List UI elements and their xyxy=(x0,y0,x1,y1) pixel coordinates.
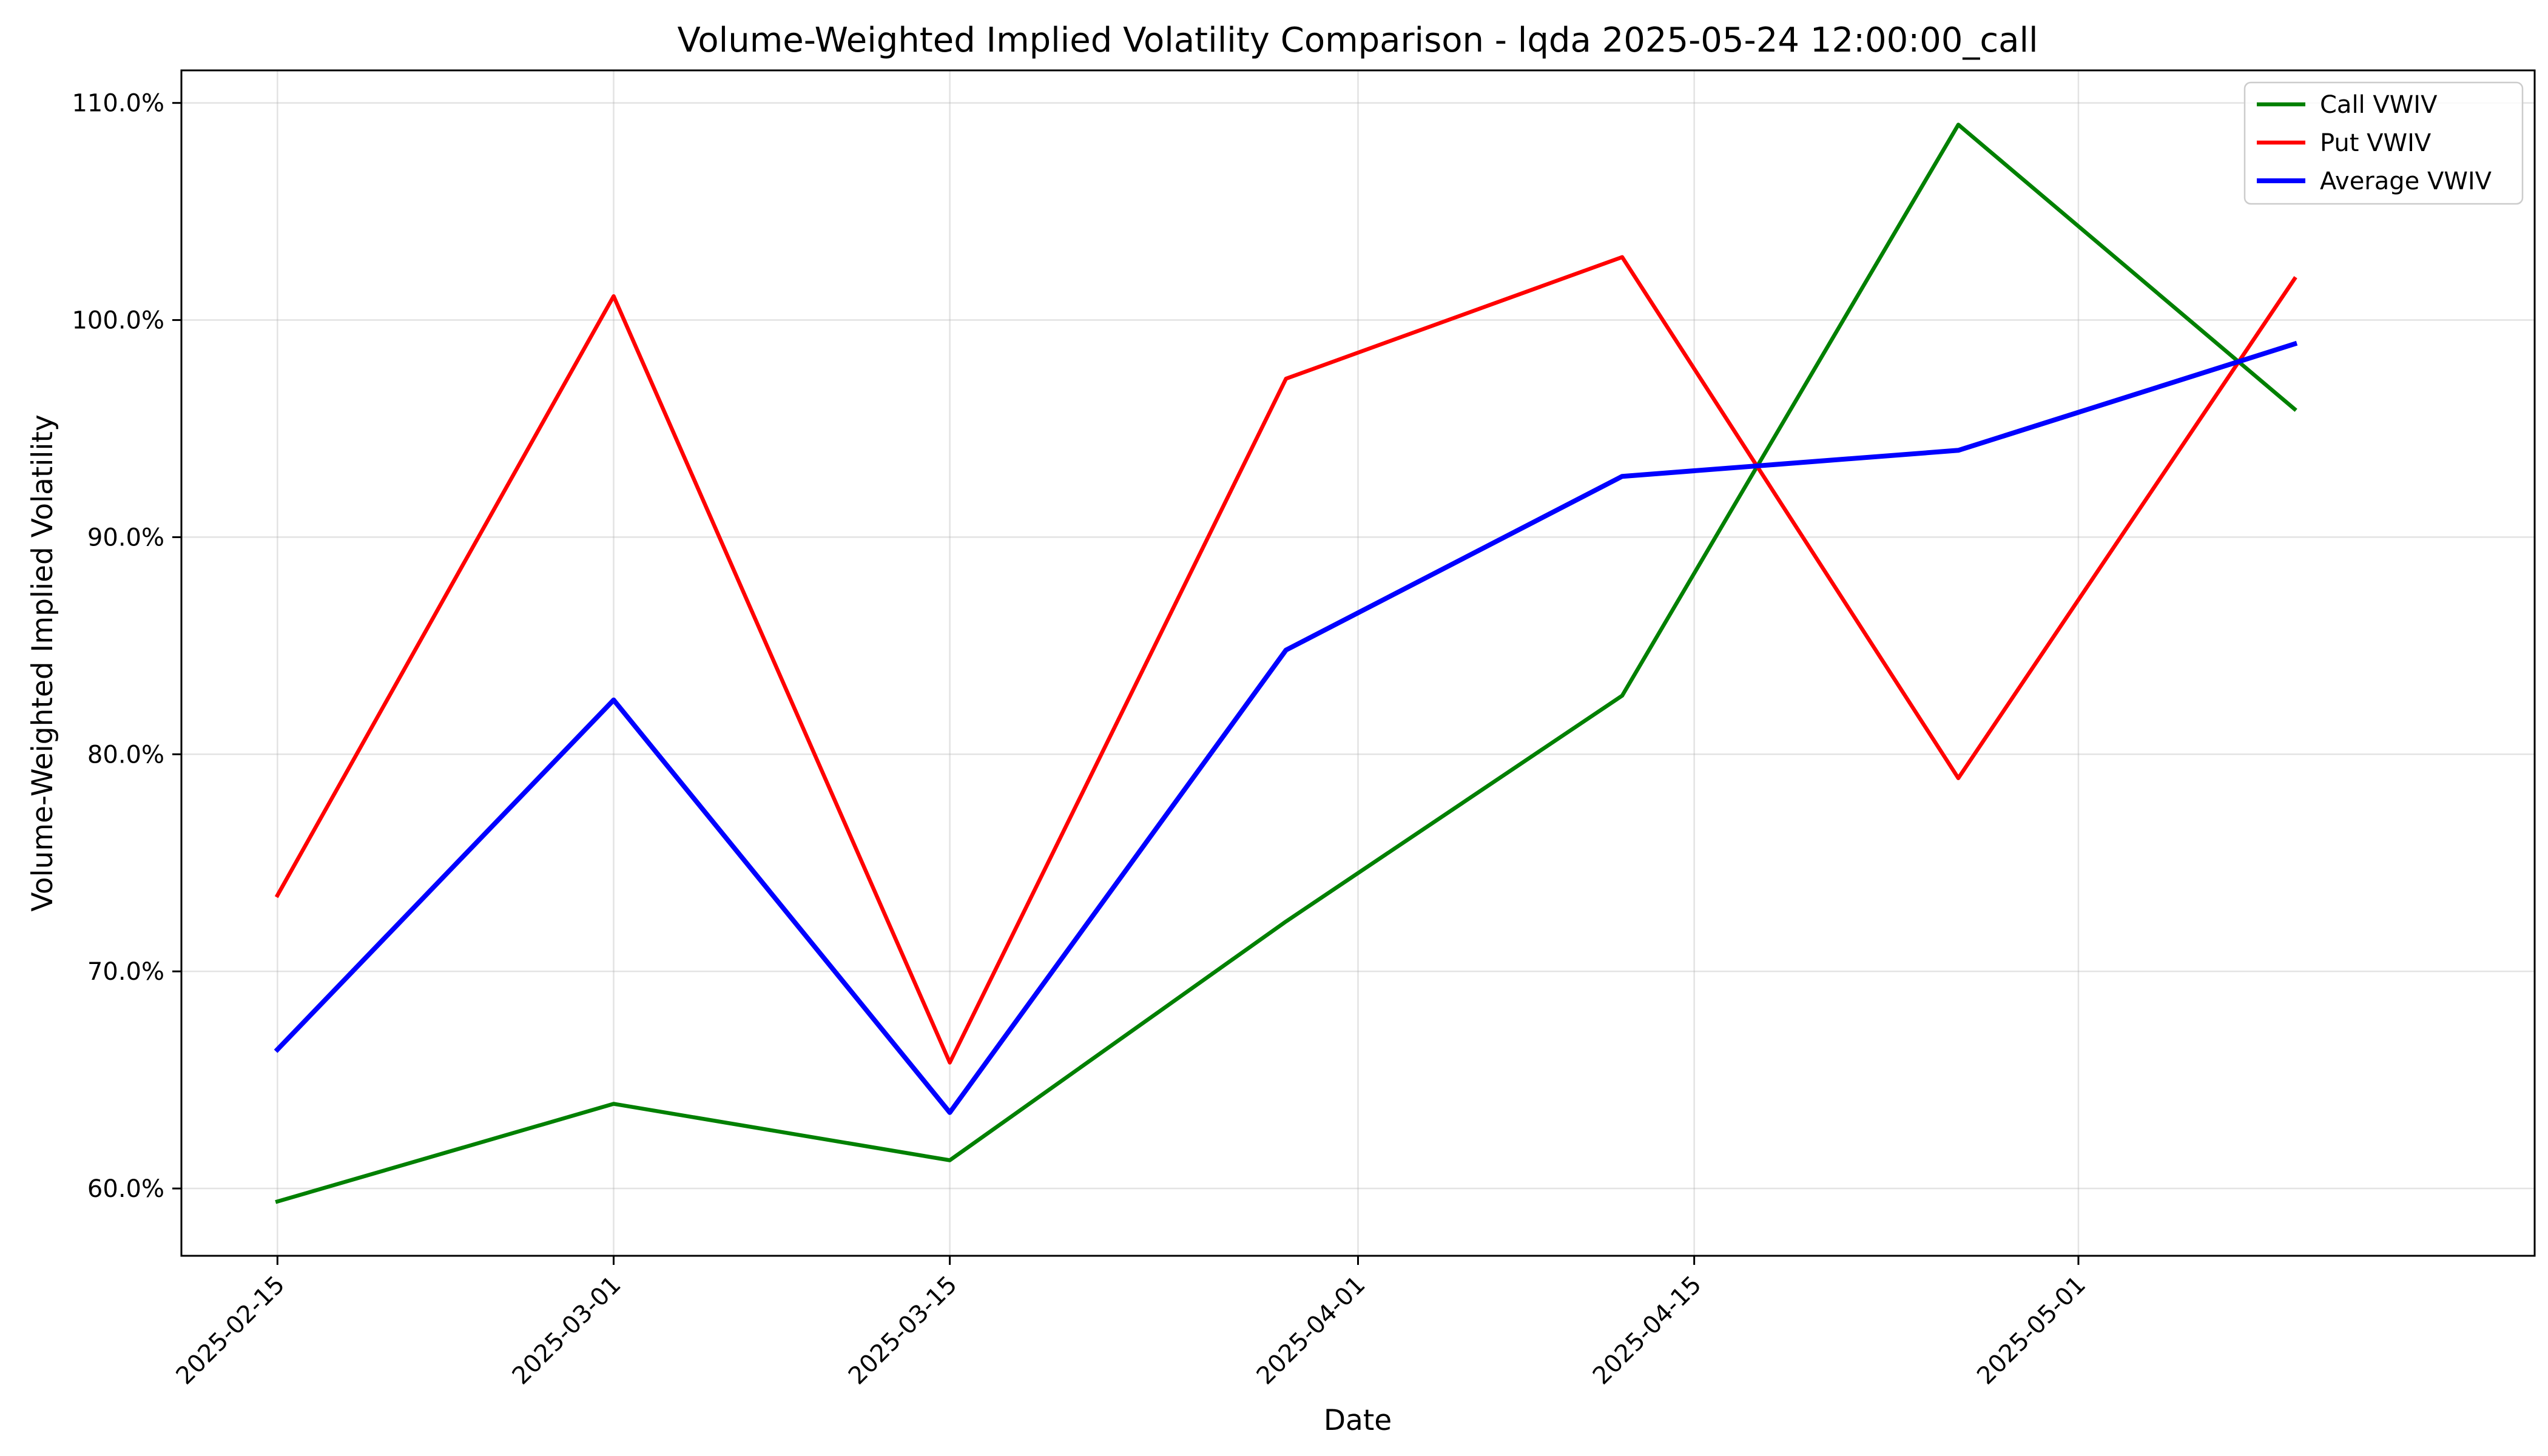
series-line-put-vwiv xyxy=(274,255,2297,1065)
legend: Call VWIV Put VWIV Average VWIV xyxy=(2243,81,2524,205)
y-axis-label: Volume-Weighted Implied Volatility xyxy=(26,414,59,912)
grid xyxy=(181,70,2535,1256)
y-tick-label: 110.0% xyxy=(72,90,164,118)
x-tick-label: 2025-05-01 xyxy=(1972,1271,2091,1390)
x-tick-label: 2025-04-15 xyxy=(1588,1271,1707,1390)
legend-label-put-vwiv: Put VWIV xyxy=(2320,129,2432,157)
legend-label-average-vwiv: Average VWIV xyxy=(2320,167,2492,195)
x-tick-label: 2025-02-15 xyxy=(170,1271,290,1390)
series-line-average-vwiv xyxy=(274,340,2298,1115)
y-tick-label: 60.0% xyxy=(87,1175,164,1203)
x-axis-ticks: 2025-02-15 2025-03-01 2025-03-15 2025-04-01… xyxy=(170,1256,2091,1390)
x-tick-label: 2025-03-15 xyxy=(843,1271,963,1390)
series-line-call-vwiv xyxy=(275,123,2297,1204)
y-tick-label: 70.0% xyxy=(87,958,164,986)
y-tick-label: 80.0% xyxy=(87,741,164,769)
y-tick-label: 100.0% xyxy=(72,307,164,335)
y-axis-ticks: 60.0% 70.0% 80.0% 90.0% 100.0% 110.0% xyxy=(72,90,181,1203)
x-tick-label: 2025-04-01 xyxy=(1252,1271,1371,1390)
plot-series xyxy=(274,123,2298,1204)
legend-label-call-vwiv: Call VWIV xyxy=(2320,91,2438,119)
chart-title: Volume-Weighted Implied Volatility Compa… xyxy=(677,21,2038,60)
legend-box xyxy=(2243,81,2524,205)
x-tick-label: 2025-03-01 xyxy=(507,1271,627,1390)
y-tick-label: 90.0% xyxy=(87,524,164,551)
x-axis-label: Date xyxy=(1324,1404,1392,1437)
